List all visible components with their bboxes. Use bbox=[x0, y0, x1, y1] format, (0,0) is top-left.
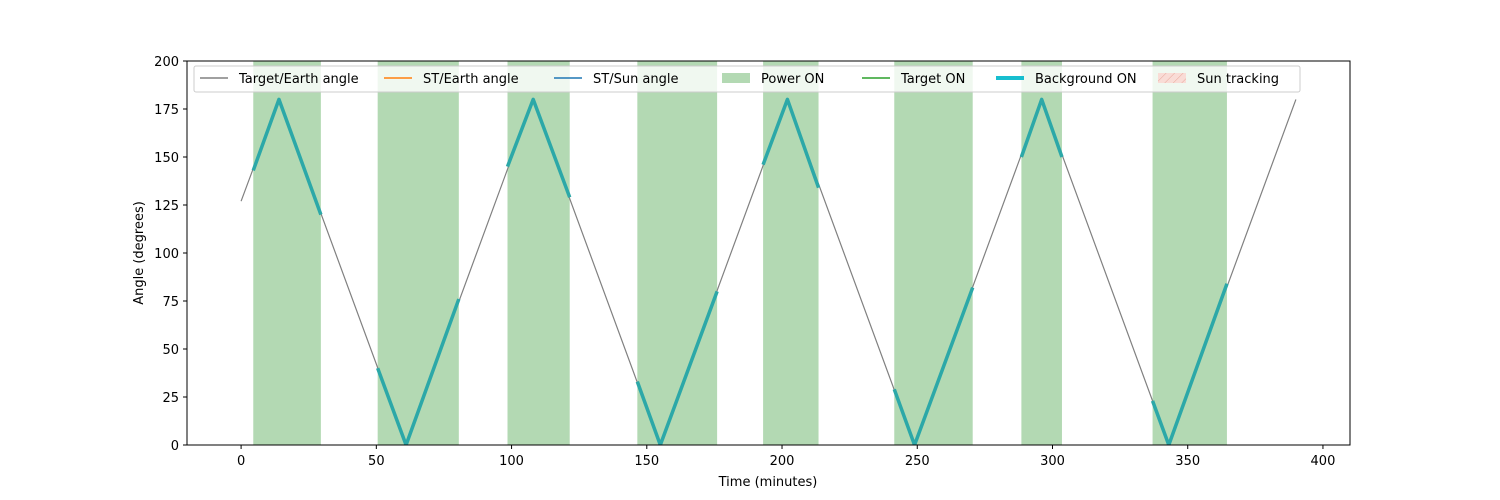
x-axis-title: Time (minutes) bbox=[718, 475, 818, 490]
legend-label-3: Power ON bbox=[761, 72, 824, 87]
y-tick-label: 125 bbox=[154, 199, 179, 214]
background-on-segment-3 bbox=[635, 290, 719, 445]
series-lines bbox=[240, 97, 1297, 445]
x-tick-label: 150 bbox=[634, 454, 659, 469]
background-on-segment-6 bbox=[1019, 97, 1064, 158]
background-on-segment-5 bbox=[892, 286, 975, 445]
y-tick-label: 100 bbox=[154, 247, 179, 262]
x-tick-label: 400 bbox=[1311, 454, 1336, 469]
x-tick-label: 350 bbox=[1175, 454, 1200, 469]
x-tick-label: 250 bbox=[905, 454, 930, 469]
power-on-band-2 bbox=[507, 61, 570, 445]
legend: Target/Earth angle ST/Earth angle ST/Sun a… bbox=[193, 65, 1301, 93]
power-on-bands bbox=[253, 61, 1227, 445]
y-tick-label: 200 bbox=[154, 55, 179, 70]
power-on-band-5 bbox=[894, 61, 973, 445]
legend-swatch-6 bbox=[1158, 73, 1186, 83]
legend-label-1: ST/Earth angle bbox=[423, 72, 519, 87]
x-tick-label: 100 bbox=[499, 454, 524, 469]
y-axis: 0 25 50 75 100 125 150 175 200 bbox=[154, 55, 187, 454]
y-tick-label: 0 bbox=[171, 439, 179, 454]
y-tick-label: 50 bbox=[162, 343, 179, 358]
legend-label-0: Target/Earth angle bbox=[238, 72, 359, 87]
x-tick-label: 200 bbox=[770, 454, 795, 469]
y-tick-label: 25 bbox=[162, 391, 179, 406]
x-axis: 0 50 100 150 200 250 300 350 400 bbox=[237, 445, 1335, 469]
legend-swatch-3 bbox=[722, 73, 750, 83]
y-tick-label: 175 bbox=[154, 103, 179, 118]
background-on-segment-7 bbox=[1150, 283, 1229, 445]
y-axis-title: Angle (degrees) bbox=[132, 201, 147, 305]
x-tick-label: 0 bbox=[237, 454, 245, 469]
legend-label-2: ST/Sun angle bbox=[593, 72, 679, 87]
background-on-segment-1 bbox=[376, 298, 461, 445]
power-on-band-6 bbox=[1021, 61, 1062, 445]
background-on-segment-4 bbox=[761, 97, 821, 189]
power-on-band-1 bbox=[377, 61, 459, 445]
x-tick-label: 300 bbox=[1040, 454, 1065, 469]
target-earth-angle-line bbox=[240, 97, 1297, 445]
legend-label-4: Target ON bbox=[900, 72, 965, 87]
legend-label-5: Background ON bbox=[1035, 72, 1137, 87]
y-tick-label: 75 bbox=[162, 295, 179, 310]
background-on-segment-0 bbox=[251, 97, 323, 216]
power-on-band-4 bbox=[763, 61, 819, 445]
legend-label-6: Sun tracking bbox=[1197, 72, 1279, 87]
power-on-band-7 bbox=[1152, 61, 1227, 445]
y-tick-label: 150 bbox=[154, 151, 179, 166]
x-tick-label: 50 bbox=[368, 454, 385, 469]
power-on-band-3 bbox=[637, 61, 718, 445]
background-on-segment-2 bbox=[505, 97, 572, 198]
